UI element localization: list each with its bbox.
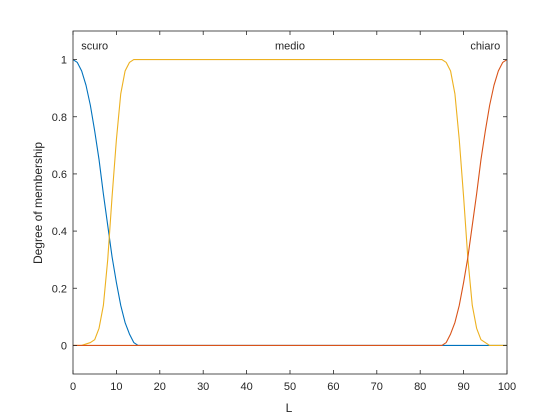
- axes-layer: 0 10 20 30 40 50 60 70 80 90 100 0 0.2 0.4 0.6 0.8 1: [52, 30, 516, 393]
- x-tick-label: 80: [414, 381, 426, 393]
- plot-background: [73, 31, 507, 374]
- x-axis-title: L: [286, 401, 293, 415]
- series-line-medio: [73, 59, 507, 346]
- series-label-scuro: scuro: [81, 40, 108, 52]
- x-tick-label: 50: [284, 381, 296, 393]
- plot-area: [73, 31, 507, 374]
- series-line-chiaro: [73, 59, 508, 346]
- y-axis-title: Degree of membership: [31, 142, 45, 264]
- y-tick-label: 0.4: [52, 226, 67, 238]
- x-tick-label: 20: [154, 381, 166, 393]
- series-label-chiaro: chiaro: [470, 40, 500, 52]
- x-tick-label: 70: [371, 381, 383, 393]
- x-tick-label: 0: [70, 381, 76, 393]
- x-tick-label: 90: [457, 381, 469, 393]
- series-label-medio: medio: [275, 40, 305, 52]
- x-tick-label: 10: [110, 381, 122, 393]
- x-tick-label: 30: [197, 381, 209, 393]
- series-label-layer: scuro medio chiaro: [81, 40, 500, 52]
- y-tick-label: 0.8: [52, 112, 67, 124]
- y-tick-label: 1: [61, 55, 67, 67]
- y-tick-label: 0: [61, 340, 67, 352]
- y-tick-label: 0.6: [52, 169, 67, 181]
- x-tick-label: 40: [240, 381, 252, 393]
- series-layer: [72, 59, 508, 346]
- x-tick-label: 100: [498, 381, 516, 393]
- x-tick-label: 60: [327, 381, 339, 393]
- y-tick-label: 0.2: [52, 283, 67, 295]
